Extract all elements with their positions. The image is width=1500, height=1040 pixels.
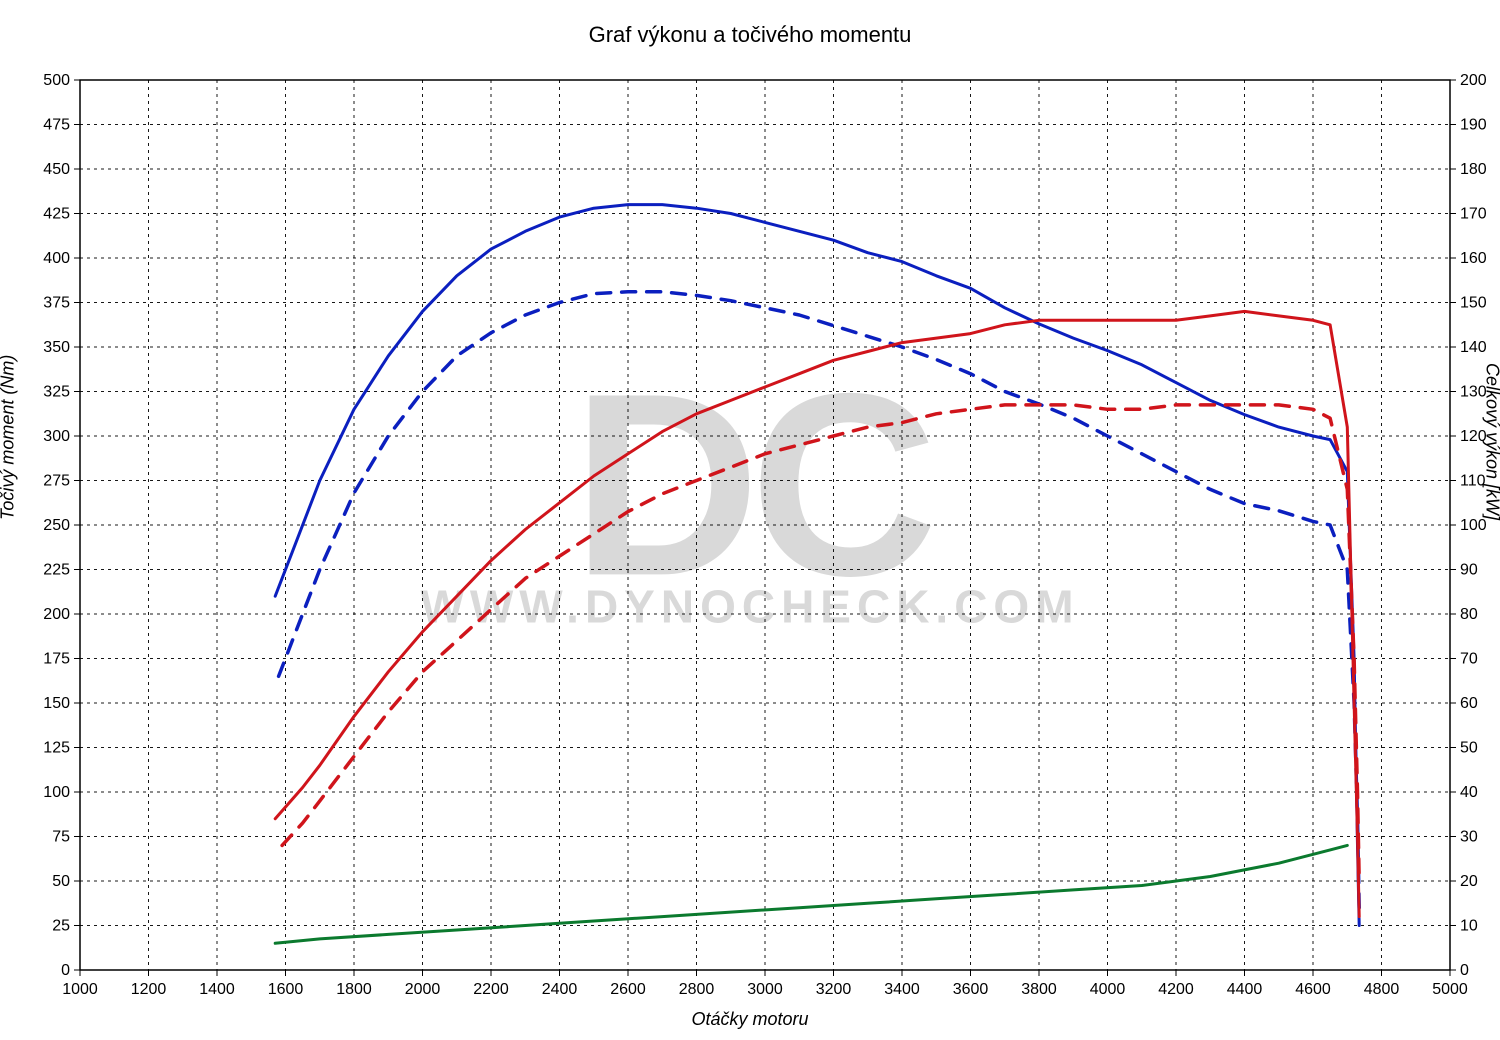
x-tick-label: 4600 (1295, 981, 1331, 998)
y-left-tick-label: 50 (52, 873, 70, 890)
y-left-tick-label: 275 (43, 473, 70, 490)
x-tick-label: 3200 (816, 981, 852, 998)
x-tick-label: 3400 (884, 981, 920, 998)
y-left-tick-label: 300 (43, 428, 70, 445)
x-tick-label: 1000 (62, 981, 98, 998)
plot-area: 1000120014001600180020002200240026002800… (0, 0, 1500, 1040)
x-tick-label: 2600 (610, 981, 646, 998)
x-tick-label: 2200 (473, 981, 509, 998)
y-left-tick-label: 150 (43, 695, 70, 712)
y-right-tick-label: 170 (1460, 206, 1487, 223)
y-right-tick-label: 60 (1460, 695, 1478, 712)
y-left-tick-label: 400 (43, 250, 70, 267)
y-right-tick-label: 0 (1460, 962, 1469, 979)
y-right-tick-label: 190 (1460, 117, 1487, 134)
x-tick-label: 5000 (1432, 981, 1468, 998)
y-right-tick-label: 200 (1460, 72, 1487, 89)
series (275, 205, 1359, 944)
y-left-tick-label: 425 (43, 206, 70, 223)
y-left-tick-label: 100 (43, 784, 70, 801)
x-tick-label: 2000 (405, 981, 441, 998)
y-axis-left-label: Točivý moment (Nm) (0, 355, 19, 520)
series-power_diff (275, 845, 1347, 943)
x-tick-label: 1600 (268, 981, 304, 998)
y-left-tick-label: 250 (43, 517, 70, 534)
y-left-tick-label: 175 (43, 651, 70, 668)
x-tick-label: 1800 (336, 981, 372, 998)
y-left-tick-label: 450 (43, 161, 70, 178)
series-torque_tuned (275, 205, 1359, 926)
x-tick-label: 1400 (199, 981, 235, 998)
y-axis-right-label: Celkový výkon [kW] (1482, 363, 1500, 520)
x-tick-label: 2800 (679, 981, 715, 998)
x-tick-label: 4400 (1227, 981, 1263, 998)
y-right-tick-label: 20 (1460, 873, 1478, 890)
y-left-tick-label: 125 (43, 740, 70, 757)
y-right-tick-label: 160 (1460, 250, 1487, 267)
y-right-tick-label: 10 (1460, 918, 1478, 935)
x-tick-label: 3800 (1021, 981, 1057, 998)
y-left-tick-label: 325 (43, 384, 70, 401)
y-right-tick-label: 40 (1460, 784, 1478, 801)
x-tick-label: 3600 (953, 981, 989, 998)
y-left-tick-label: 475 (43, 117, 70, 134)
y-right-tick-label: 180 (1460, 161, 1487, 178)
y-left-tick-label: 200 (43, 606, 70, 623)
y-left-tick-label: 25 (52, 918, 70, 935)
dyno-chart: Graf výkonu a točivého momentu DC WWW.DY… (0, 0, 1500, 1040)
x-tick-label: 2400 (542, 981, 578, 998)
y-right-tick-label: 90 (1460, 562, 1478, 579)
x-tick-label: 3000 (747, 981, 783, 998)
y-left-tick-label: 500 (43, 72, 70, 89)
y-right-tick-label: 30 (1460, 829, 1478, 846)
x-tick-label: 4000 (1090, 981, 1126, 998)
y-right-tick-label: 50 (1460, 740, 1478, 757)
x-tick-label: 1200 (131, 981, 167, 998)
y-left-tick-label: 0 (61, 962, 70, 979)
x-tick-label: 4200 (1158, 981, 1194, 998)
y-right-tick-label: 140 (1460, 339, 1487, 356)
y-right-tick-label: 150 (1460, 295, 1487, 312)
y-left-tick-label: 350 (43, 339, 70, 356)
y-left-tick-label: 225 (43, 562, 70, 579)
y-right-tick-label: 80 (1460, 606, 1478, 623)
series-power_stock (282, 405, 1359, 881)
y-left-tick-label: 75 (52, 829, 70, 846)
grid (80, 80, 1450, 970)
x-tick-label: 4800 (1364, 981, 1400, 998)
series-torque_stock (279, 292, 1360, 908)
x-axis-label: Otáčky motoru (0, 1009, 1500, 1030)
y-right-tick-label: 70 (1460, 651, 1478, 668)
y-left-tick-label: 375 (43, 295, 70, 312)
